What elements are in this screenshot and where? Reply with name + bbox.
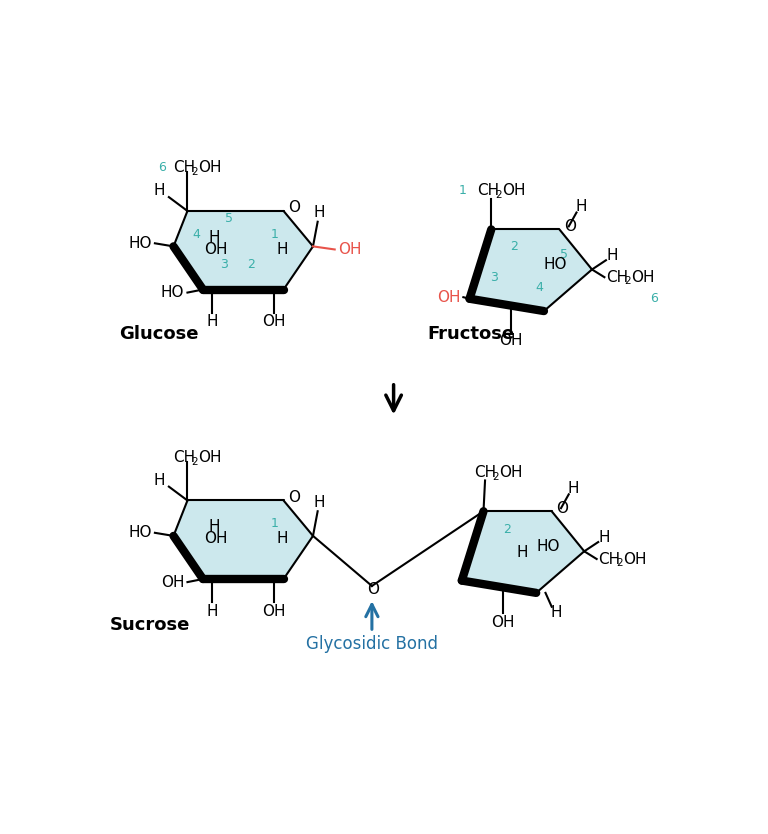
Text: 4: 4 xyxy=(193,228,200,240)
Text: CH: CH xyxy=(174,160,196,175)
Text: O: O xyxy=(367,581,379,596)
Text: CH: CH xyxy=(598,551,621,566)
Text: CH: CH xyxy=(477,183,499,198)
Text: HO: HO xyxy=(544,258,568,273)
Text: OH: OH xyxy=(437,289,460,304)
Polygon shape xyxy=(174,211,313,289)
Text: OH: OH xyxy=(499,465,522,480)
Text: 4: 4 xyxy=(535,281,543,294)
Text: 3: 3 xyxy=(220,259,228,271)
Text: CH: CH xyxy=(606,269,628,284)
Text: H: H xyxy=(208,229,220,244)
Text: 3: 3 xyxy=(491,271,498,284)
Text: H: H xyxy=(607,249,618,263)
Text: H: H xyxy=(208,519,220,534)
Text: OH: OH xyxy=(623,551,647,566)
Text: H: H xyxy=(154,183,165,198)
Text: 2: 2 xyxy=(511,240,518,253)
Text: Sucrose: Sucrose xyxy=(110,616,190,634)
Text: Fructose: Fructose xyxy=(428,325,515,343)
Text: 6: 6 xyxy=(650,292,658,305)
Text: H: H xyxy=(276,531,288,546)
Text: H: H xyxy=(276,242,288,257)
Text: CH: CH xyxy=(174,450,196,465)
Text: 2: 2 xyxy=(624,276,631,286)
Text: OH: OH xyxy=(204,242,228,257)
Text: OH: OH xyxy=(263,314,286,329)
Text: OH: OH xyxy=(502,183,525,198)
Text: 2: 2 xyxy=(495,190,502,200)
Text: OH: OH xyxy=(204,531,228,546)
Text: H: H xyxy=(568,480,579,495)
Text: HO: HO xyxy=(536,539,560,554)
Text: H: H xyxy=(313,495,325,510)
Text: H: H xyxy=(575,198,587,214)
Text: 5: 5 xyxy=(225,212,233,225)
Text: 2: 2 xyxy=(503,523,511,536)
Text: OH: OH xyxy=(161,575,184,590)
Polygon shape xyxy=(174,500,313,579)
Text: H: H xyxy=(517,545,528,560)
Text: 2: 2 xyxy=(191,167,198,177)
Text: H: H xyxy=(313,205,325,220)
Text: HO: HO xyxy=(161,285,184,300)
Text: OH: OH xyxy=(263,604,286,619)
Text: H: H xyxy=(154,473,165,488)
Text: H: H xyxy=(551,605,562,620)
Text: Glucose: Glucose xyxy=(119,325,199,343)
Text: 5: 5 xyxy=(560,248,568,260)
Text: O: O xyxy=(564,219,576,234)
Text: HO: HO xyxy=(128,236,152,251)
Text: 2: 2 xyxy=(492,472,498,482)
Text: CH: CH xyxy=(474,465,496,480)
Polygon shape xyxy=(462,511,584,593)
Text: 1: 1 xyxy=(270,228,278,240)
Text: O: O xyxy=(556,500,568,515)
Text: 2: 2 xyxy=(247,259,255,271)
Text: H: H xyxy=(207,314,218,329)
Text: OH: OH xyxy=(491,615,515,630)
Text: H: H xyxy=(207,604,218,619)
Text: 2: 2 xyxy=(191,456,198,466)
Text: OH: OH xyxy=(499,333,522,348)
Polygon shape xyxy=(469,229,592,311)
Text: 2: 2 xyxy=(616,558,623,568)
Text: OH: OH xyxy=(338,242,361,257)
Text: 1: 1 xyxy=(270,517,278,530)
Text: Glycosidic Bond: Glycosidic Bond xyxy=(306,636,438,654)
Text: 6: 6 xyxy=(158,161,170,174)
Text: OH: OH xyxy=(198,450,222,465)
Text: O: O xyxy=(288,200,300,215)
Text: OH: OH xyxy=(631,269,654,284)
Text: OH: OH xyxy=(198,160,222,175)
Text: HO: HO xyxy=(128,525,152,540)
Text: O: O xyxy=(288,490,300,505)
Text: H: H xyxy=(598,530,610,545)
Text: 1: 1 xyxy=(459,184,471,198)
